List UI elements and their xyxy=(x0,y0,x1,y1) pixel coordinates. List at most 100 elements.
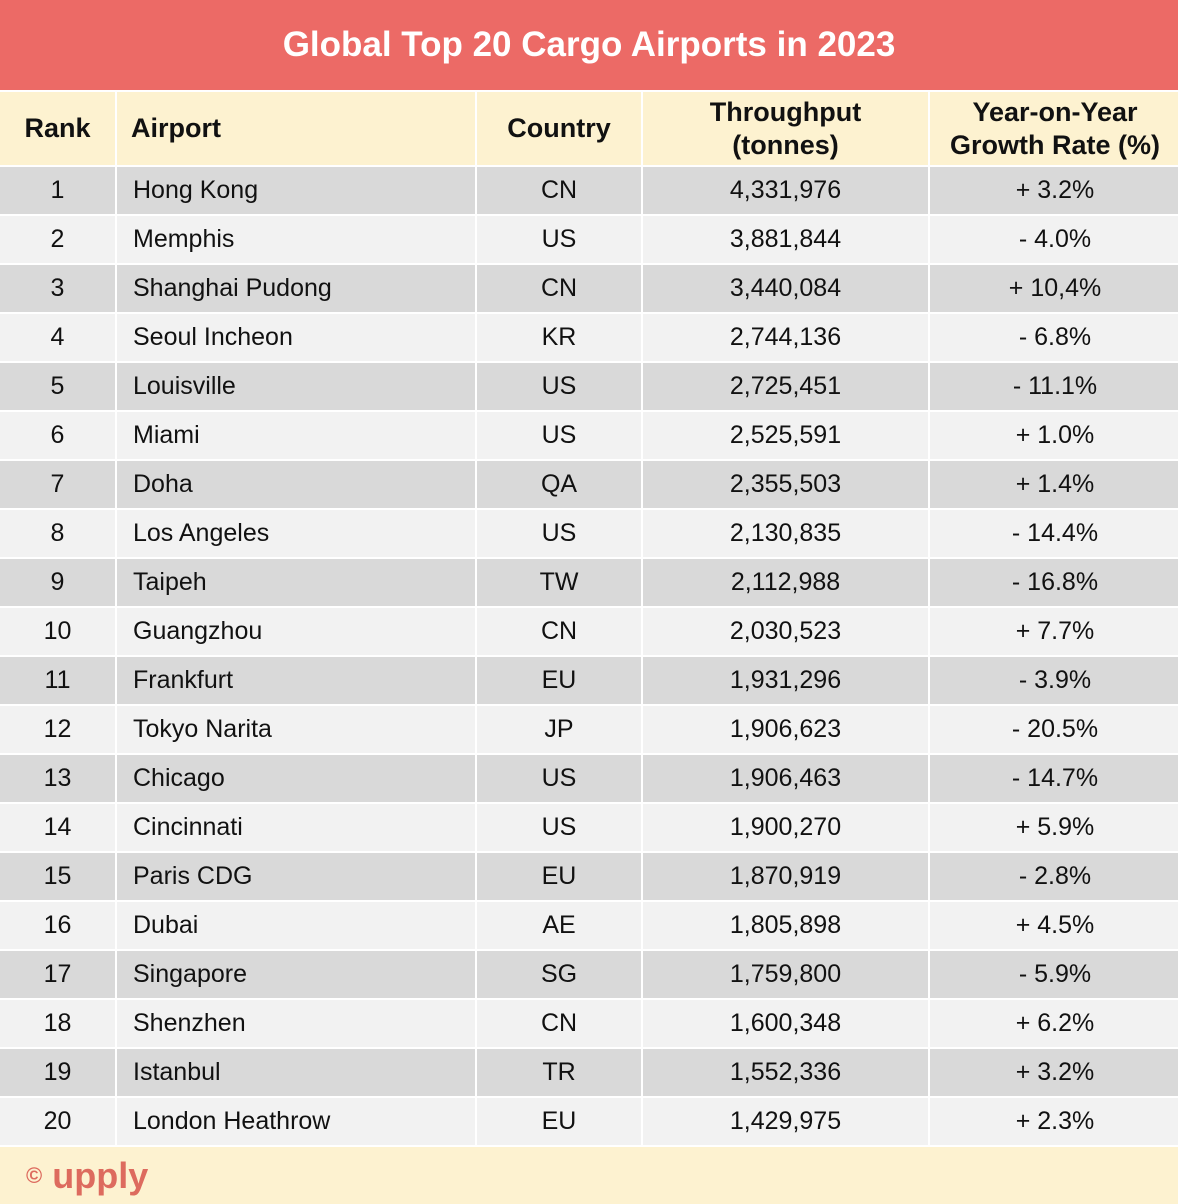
country-cell: US xyxy=(477,802,641,851)
airport-cell: Louisville xyxy=(117,361,475,410)
rank-cell: 19 xyxy=(0,1047,115,1096)
rank-cell: 17 xyxy=(0,949,115,998)
rank-cell: 10 xyxy=(0,606,115,655)
airport-cell: Doha xyxy=(117,459,475,508)
rank-cell: 9 xyxy=(0,557,115,606)
airport-cell: Memphis xyxy=(117,214,475,263)
growth-rate-cell: + 3.2% xyxy=(930,165,1178,214)
country-cell: CN xyxy=(477,165,641,214)
header-throughput: Throughput (tonnes) xyxy=(643,90,928,165)
header-growth-rate: Year-on-Year Growth Rate (%) xyxy=(930,90,1178,165)
throughput-cell: 3,881,844 xyxy=(643,214,928,263)
header-country: Country xyxy=(477,90,641,165)
country-cell: US xyxy=(477,214,641,263)
country-cell: SG xyxy=(477,949,641,998)
growth-rate-cell: - 14.4% xyxy=(930,508,1178,557)
growth-rate-cell: + 1.0% xyxy=(930,410,1178,459)
copyright-symbol: © xyxy=(26,1162,43,1188)
throughput-cell: 1,906,623 xyxy=(643,704,928,753)
rank-cell: 8 xyxy=(0,508,115,557)
airport-cell: Shenzhen xyxy=(117,998,475,1047)
airport-cell: Shanghai Pudong xyxy=(117,263,475,312)
throughput-cell: 2,030,523 xyxy=(643,606,928,655)
airport-cell: Dubai xyxy=(117,900,475,949)
throughput-cell: 2,355,503 xyxy=(643,459,928,508)
header-airport: Airport xyxy=(117,90,475,165)
brand-name: upply xyxy=(52,1154,149,1196)
airport-cell: Seoul Incheon xyxy=(117,312,475,361)
growth-rate-cell: - 3.9% xyxy=(930,655,1178,704)
airport-cell: Hong Kong xyxy=(117,165,475,214)
throughput-cell: 1,906,463 xyxy=(643,753,928,802)
cargo-airports-table: Rank Airport Country Throughput (tonnes)… xyxy=(0,90,1178,1145)
table-row: 6 Miami US 2,525,591 + 1.0% xyxy=(0,410,1178,459)
throughput-cell: 2,744,136 xyxy=(643,312,928,361)
table-row: 20 London Heathrow EU 1,429,975 + 2.3% xyxy=(0,1096,1178,1145)
country-cell: CN xyxy=(477,263,641,312)
throughput-cell: 1,870,919 xyxy=(643,851,928,900)
header-rank: Rank xyxy=(0,90,115,165)
table-row: 18 Shenzhen CN 1,600,348 + 6.2% xyxy=(0,998,1178,1047)
throughput-cell: 2,130,835 xyxy=(643,508,928,557)
country-cell: US xyxy=(477,753,641,802)
throughput-cell: 4,331,976 xyxy=(643,165,928,214)
rank-cell: 11 xyxy=(0,655,115,704)
table-row: 12 Tokyo Narita JP 1,906,623- 20.5% xyxy=(0,704,1178,753)
rank-cell: 5 xyxy=(0,361,115,410)
throughput-cell: 1,931,296 xyxy=(643,655,928,704)
table-row: 16 Dubai AE 1,805,898 + 4.5% xyxy=(0,900,1178,949)
growth-rate-cell: + 5.9% xyxy=(930,802,1178,851)
growth-rate-cell: + 4.5% xyxy=(930,900,1178,949)
airport-cell: Paris CDG xyxy=(117,851,475,900)
rank-cell: 20 xyxy=(0,1096,115,1145)
airport-cell: London Heathrow xyxy=(117,1096,475,1145)
growth-rate-cell: + 7.7% xyxy=(930,606,1178,655)
table-row: 19 Istanbul TR 1,552,336 + 3.2% xyxy=(0,1047,1178,1096)
growth-rate-cell: + 3.2% xyxy=(930,1047,1178,1096)
country-cell: KR xyxy=(477,312,641,361)
throughput-cell: 1,759,800 xyxy=(643,949,928,998)
growth-rate-cell: + 2.3% xyxy=(930,1096,1178,1145)
growth-rate-cell: - 4.0% xyxy=(930,214,1178,263)
growth-rate-cell: + 1.4% xyxy=(930,459,1178,508)
growth-rate-cell: + 10,4% xyxy=(930,263,1178,312)
table-row: 8 Los Angeles US 2,130,835- 14.4% xyxy=(0,508,1178,557)
footer: © upply xyxy=(0,1147,1178,1204)
airport-cell: Guangzhou xyxy=(117,606,475,655)
table-row: 13 Chicago US 1,906,463- 14.7% xyxy=(0,753,1178,802)
rank-cell: 2 xyxy=(0,214,115,263)
throughput-cell: 1,429,975 xyxy=(643,1096,928,1145)
rank-cell: 7 xyxy=(0,459,115,508)
airport-cell: Istanbul xyxy=(117,1047,475,1096)
rank-cell: 12 xyxy=(0,704,115,753)
throughput-cell: 1,600,348 xyxy=(643,998,928,1047)
country-cell: TW xyxy=(477,557,641,606)
table-row: 7 Doha QA 2,355,503 + 1.4% xyxy=(0,459,1178,508)
throughput-cell: 1,805,898 xyxy=(643,900,928,949)
country-cell: EU xyxy=(477,851,641,900)
country-cell: EU xyxy=(477,655,641,704)
growth-rate-cell: - 6.8% xyxy=(930,312,1178,361)
upply-logo: © upply xyxy=(26,1155,148,1197)
airport-cell: Miami xyxy=(117,410,475,459)
table-row: 9 Taipeh TW 2,112,988- 16.8% xyxy=(0,557,1178,606)
growth-rate-cell: + 6.2% xyxy=(930,998,1178,1047)
rank-cell: 15 xyxy=(0,851,115,900)
rank-cell: 1 xyxy=(0,165,115,214)
table-row: 3 Shanghai Pudong CN 3,440,084 + 10,4% xyxy=(0,263,1178,312)
growth-rate-cell: - 11.1% xyxy=(930,361,1178,410)
rank-cell: 3 xyxy=(0,263,115,312)
table-row: 4 Seoul Incheon KR 2,744,136- 6.8% xyxy=(0,312,1178,361)
header-row: Rank Airport Country Throughput (tonnes)… xyxy=(0,90,1178,165)
throughput-cell: 3,440,084 xyxy=(643,263,928,312)
airport-cell: Chicago xyxy=(117,753,475,802)
airport-cell: Tokyo Narita xyxy=(117,704,475,753)
growth-rate-cell: - 14.7% xyxy=(930,753,1178,802)
table-row: 1 Hong Kong CN 4,331,976 + 3.2% xyxy=(0,165,1178,214)
table-row: 15 Paris CDG EU 1,870,919- 2.8% xyxy=(0,851,1178,900)
rank-cell: 13 xyxy=(0,753,115,802)
country-cell: CN xyxy=(477,998,641,1047)
throughput-cell: 2,525,591 xyxy=(643,410,928,459)
throughput-cell: 1,900,270 xyxy=(643,802,928,851)
rank-cell: 14 xyxy=(0,802,115,851)
